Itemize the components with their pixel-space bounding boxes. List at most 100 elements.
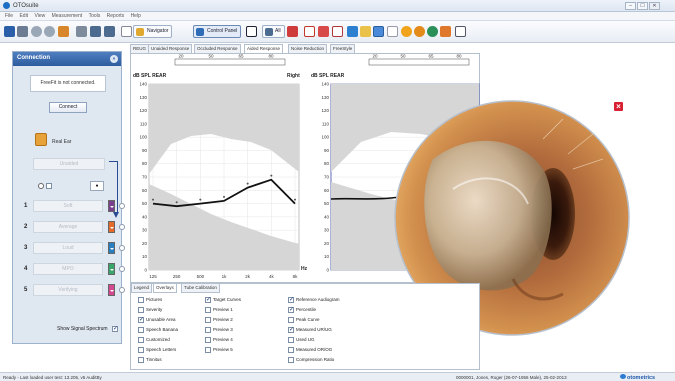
redo-icon[interactable]	[44, 26, 55, 37]
link-icon[interactable]	[387, 26, 398, 37]
overlay-customized[interactable]: Customized	[138, 337, 170, 343]
wizard-icon[interactable]	[58, 26, 69, 37]
overlay-checkbox[interactable]	[205, 307, 211, 313]
tab-noise-reduction[interactable]: Noise Reduction	[288, 44, 328, 53]
step-average-button[interactable]: Average	[33, 221, 103, 233]
step-mpo-button[interactable]: MPO	[33, 263, 103, 275]
menu-reports[interactable]: Reports	[106, 13, 125, 19]
overlay-checkbox[interactable]	[138, 337, 144, 343]
overlay-checkbox[interactable]	[288, 347, 294, 353]
overlay-preview-1[interactable]: Preview 1	[205, 307, 233, 313]
overlay-compression-ratio[interactable]: Compression Ratio	[288, 357, 334, 363]
overlay-severity[interactable]: Severity	[138, 307, 162, 313]
step-soft-button[interactable]: Soft	[33, 200, 103, 212]
overlay-checkbox[interactable]	[205, 327, 211, 333]
overlay-tinnitus[interactable]: Tinnitus	[138, 357, 162, 363]
overlay-checkbox[interactable]	[138, 357, 144, 363]
tab-reug[interactable]: REUG	[130, 44, 150, 53]
step-verifying-button[interactable]: Verifying	[33, 284, 103, 296]
tab-tube-calibration[interactable]: Tube Calibration	[181, 284, 220, 293]
overlay-measured-ur-ug[interactable]: Measured UR/UG	[288, 326, 332, 333]
camera-icon[interactable]	[440, 26, 451, 37]
tab-overlays[interactable]: Overlays	[153, 284, 177, 293]
show-signal-checkbox[interactable]	[112, 325, 118, 332]
step-average-color[interactable]	[108, 221, 115, 233]
otoscope-video[interactable]	[393, 99, 631, 337]
tab-unaided-response[interactable]: Unaided Response	[148, 44, 193, 53]
note-icon[interactable]	[360, 26, 371, 37]
unaided-button[interactable]: Unaided	[33, 158, 105, 170]
graph-icon[interactable]	[304, 26, 315, 37]
menu-help[interactable]: Help	[130, 13, 141, 19]
print-icon[interactable]	[17, 26, 28, 37]
undo-icon[interactable]	[31, 26, 42, 37]
overlay-checkbox[interactable]	[288, 357, 294, 363]
edit-icon[interactable]	[76, 26, 87, 37]
step-verifying-radio[interactable]	[119, 287, 125, 293]
export-icon[interactable]	[90, 26, 101, 37]
menu-edit[interactable]: Edit	[19, 13, 29, 19]
overlay-target-curves[interactable]: Target Curves	[205, 296, 241, 303]
step-mpo-radio[interactable]	[119, 266, 125, 272]
pin-icon[interactable]	[414, 26, 425, 37]
record-button[interactable]: ●	[90, 181, 104, 191]
overlay-checkbox[interactable]	[138, 307, 144, 313]
tab-freestyle[interactable]: FreeStyle	[330, 44, 356, 53]
overlay-reference-audiogram[interactable]: Reference Audiogram	[288, 296, 340, 303]
selector-radio[interactable]	[38, 183, 44, 189]
overlay-measured-or-og[interactable]: Measured OR/OG	[288, 347, 332, 353]
overlay-speech-banana[interactable]: Speech Banana	[138, 327, 178, 333]
compare-icon[interactable]	[332, 26, 343, 37]
overlay-used-ug[interactable]: Used UG	[288, 337, 315, 343]
bulb-icon[interactable]	[401, 26, 412, 37]
overlay-peak-curve[interactable]: Peak Curve	[288, 317, 320, 323]
session-icon[interactable]	[104, 26, 115, 37]
minimize-button[interactable]: –	[625, 2, 636, 10]
overlay-checkbox[interactable]	[138, 327, 144, 333]
step-loud-radio[interactable]	[119, 245, 125, 251]
menu-file[interactable]: File	[5, 13, 14, 19]
overlay-checkbox[interactable]	[138, 297, 144, 303]
control-panel-button[interactable]: Control Panel	[193, 25, 242, 38]
step-verifying-color[interactable]	[108, 284, 115, 296]
step-mpo-color[interactable]	[108, 263, 115, 275]
tab-legend[interactable]: Legend	[131, 284, 153, 293]
overlay-unusable-area[interactable]: Unusable Area	[138, 316, 176, 323]
selector-checkbox[interactable]	[46, 183, 52, 189]
navigator-button[interactable]: Navigator	[133, 25, 173, 38]
measure-icon[interactable]	[287, 26, 298, 37]
overlay-preview-3[interactable]: Preview 3	[205, 327, 233, 333]
tab-aided-response[interactable]: Aided Response	[244, 44, 284, 54]
connect-button[interactable]: Connect	[49, 102, 87, 113]
overlay-preview-5[interactable]: Preview 5	[205, 347, 233, 353]
layout-icon[interactable]	[455, 26, 466, 37]
menu-measurement[interactable]: Measurement	[51, 13, 83, 19]
step-soft-color[interactable]	[108, 200, 115, 212]
help-icon[interactable]	[121, 26, 132, 37]
overlay-checkbox[interactable]	[205, 296, 211, 303]
tab-occluded-response[interactable]: Occluded Response	[194, 44, 241, 53]
menu-tools[interactable]: Tools	[88, 13, 101, 19]
chart-icon[interactable]	[318, 26, 329, 37]
view-icon[interactable]	[373, 26, 384, 37]
overlay-checkbox[interactable]	[205, 347, 211, 353]
all-button[interactable]: All	[262, 25, 285, 38]
overlay-preview-4[interactable]: Preview 4	[205, 337, 233, 343]
overlay-checkbox[interactable]	[138, 347, 144, 353]
step-average-radio[interactable]	[119, 224, 125, 230]
overlay-checkbox[interactable]	[288, 296, 294, 303]
menu-view[interactable]: View	[34, 13, 46, 19]
overlay-checkbox[interactable]	[138, 316, 144, 323]
refresh-icon[interactable]	[427, 26, 438, 37]
ear-icon[interactable]	[246, 26, 257, 37]
real-ear-icon[interactable]	[35, 133, 47, 146]
overlay-pictures[interactable]: Pictures	[138, 297, 162, 303]
save-icon[interactable]	[4, 26, 15, 37]
overlay-checkbox[interactable]	[288, 317, 294, 323]
step-soft-radio[interactable]	[119, 203, 125, 209]
overlay-checkbox[interactable]	[205, 317, 211, 323]
maximize-button[interactable]: ☐	[637, 2, 648, 10]
overlay-checkbox[interactable]	[288, 337, 294, 343]
pen-icon[interactable]	[347, 26, 358, 37]
step-loud-button[interactable]: Loud	[33, 242, 103, 254]
